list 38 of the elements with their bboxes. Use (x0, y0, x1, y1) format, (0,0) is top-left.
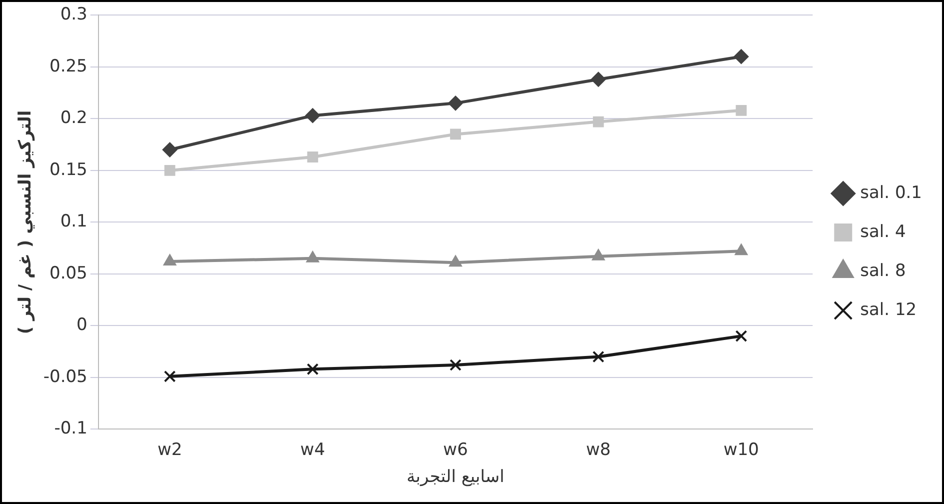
x-tick-label: w2 (157, 440, 182, 460)
y-tick-label: 0.1 (60, 212, 88, 232)
x-axis-title: اسابيع التجربة (406, 467, 504, 488)
legend-label: sal. 12 (860, 300, 917, 320)
y-tick-label: -0.05 (43, 366, 88, 387)
point (305, 108, 320, 124)
point (307, 152, 318, 162)
y-tick-label: 0.05 (50, 263, 88, 284)
y-tick-label: 0.2 (60, 108, 88, 128)
legend-label: sal. 8 (860, 260, 906, 281)
point (734, 244, 748, 256)
y-tick-label: 0.3 (60, 4, 88, 25)
point (592, 116, 604, 128)
point (164, 370, 176, 382)
legend-label: sal. 4 (860, 222, 906, 242)
point (735, 330, 748, 342)
point (592, 350, 604, 363)
point (734, 49, 749, 64)
point (450, 128, 461, 140)
point (450, 359, 462, 371)
point (163, 254, 176, 266)
point (162, 142, 178, 158)
point (306, 363, 319, 376)
y-tick-label: 0.25 (50, 56, 88, 76)
y-tick-label: 0 (76, 315, 88, 336)
point (736, 104, 747, 116)
point (164, 165, 176, 176)
x-tick-label: w10 (723, 440, 760, 460)
y-axis-title: التركيز النسبي ( غم / لتر ) (16, 110, 36, 334)
y-tick-label: -0.1 (54, 418, 88, 439)
point (590, 72, 606, 87)
point (448, 255, 462, 267)
x-tick-label: w6 (443, 440, 468, 460)
legend-label: sal. 0.1 (860, 182, 922, 203)
x-tick-label: w4 (300, 440, 326, 460)
x-tick-label: w8 (586, 440, 611, 460)
point (448, 96, 464, 111)
y-tick-label: 0.15 (50, 160, 88, 180)
